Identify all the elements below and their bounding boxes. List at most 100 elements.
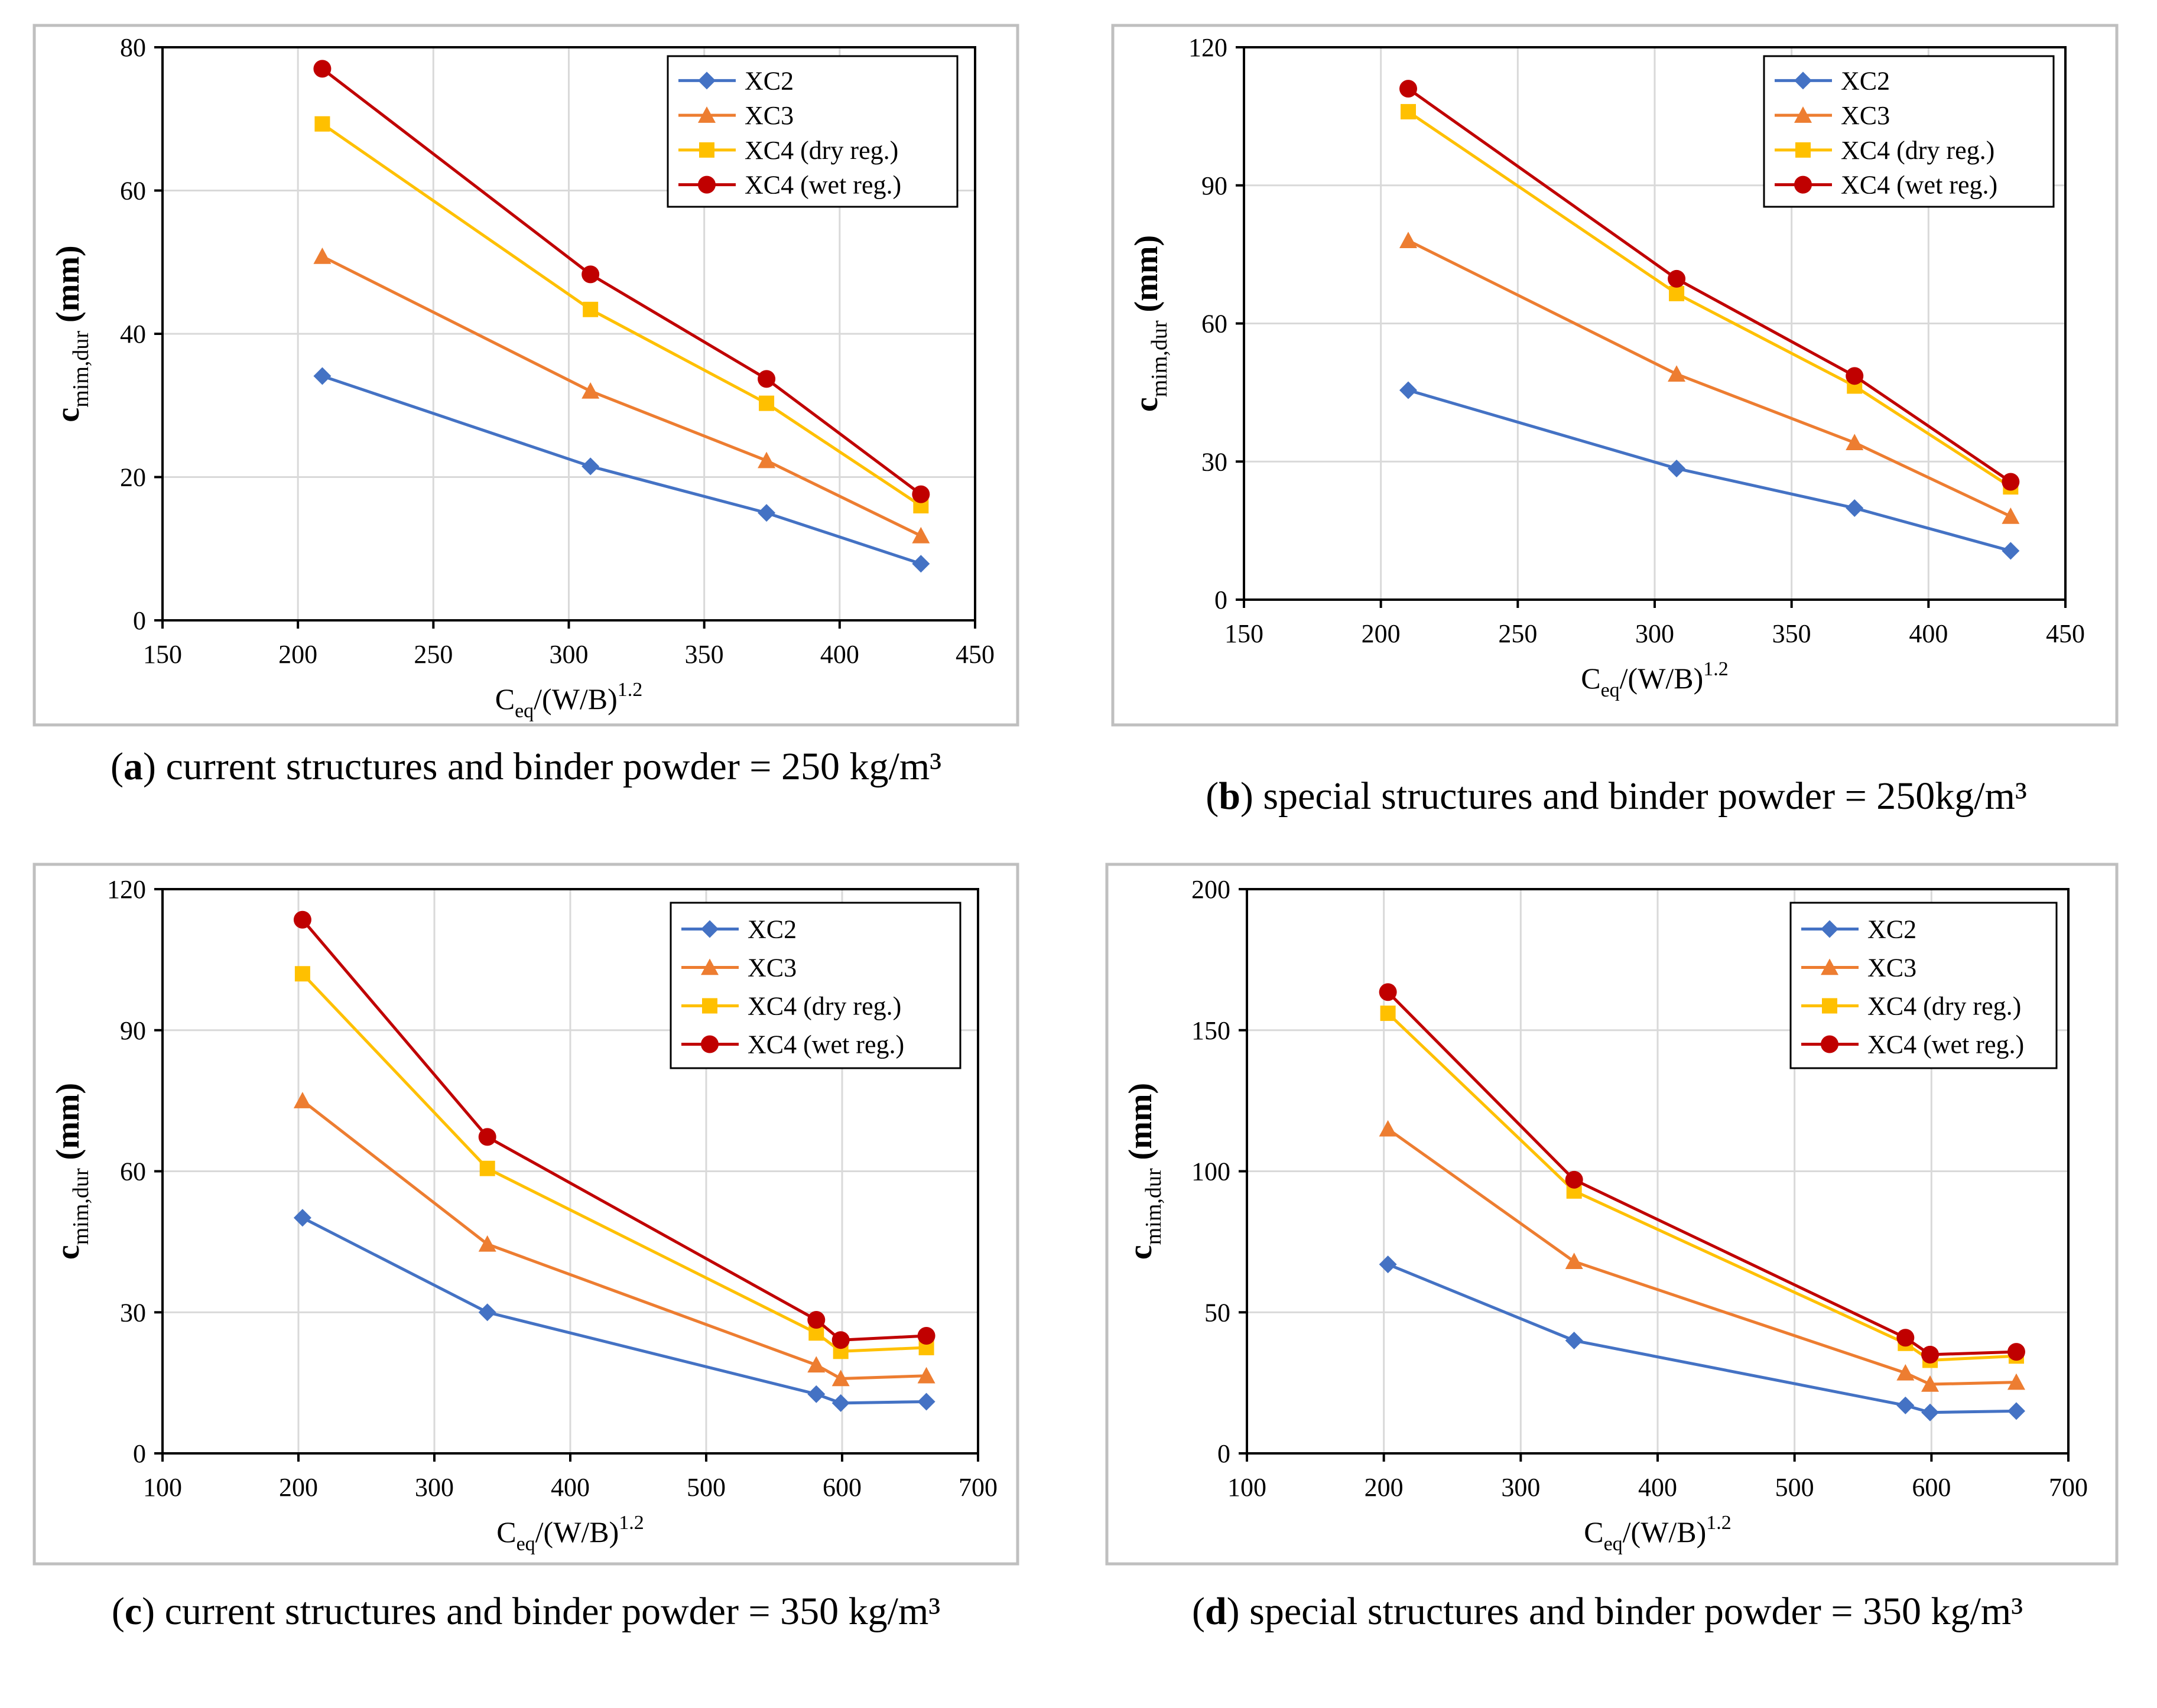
legend: XC2 XC3 XC4 (dry reg.) XC4 (wet reg.) [1763, 55, 2055, 208]
data-point-xc2 [313, 367, 332, 385]
x-tick-label: 400 [820, 640, 859, 669]
legend-marker-xc3 [698, 106, 716, 123]
data-point-xc4-wet-reg [1921, 1345, 1940, 1364]
y-tick-label: 0 [1217, 1439, 1230, 1468]
data-point-xc4-wet-reg [1846, 367, 1864, 385]
x-axis-label: Ceq/(W/B)1.2 [1584, 1512, 1732, 1555]
x-tick-label: 600 [823, 1473, 862, 1502]
data-point-xc3 [831, 1369, 850, 1387]
legend-label-xc2: XC2 [748, 915, 797, 944]
y-tick-label: 60 [120, 177, 146, 206]
chart-a: 150 200 250 300 350 400 450 0 20 40 60 80 Ceq/(W/B)1… [33, 24, 1019, 727]
series-xc2 [1379, 1255, 2025, 1421]
y-tick-label: 20 [120, 463, 146, 492]
legend-label-xc4-dry-reg: XC4 (dry reg.) [1867, 992, 2021, 1021]
data-point-xc4-wet-reg [293, 910, 311, 929]
y-tick-label: 80 [120, 33, 146, 62]
data-point-xc3 [917, 1367, 935, 1384]
caption-d-label: d [1204, 1590, 1227, 1633]
y-tick-label: 120 [107, 875, 146, 904]
caption-c: (c) current structures and binder powder… [111, 1590, 941, 1633]
data-point-xc3 [1896, 1364, 1915, 1381]
x-tick-label: 200 [279, 1473, 318, 1502]
data-point-xc3 [2002, 507, 2020, 524]
x-tick-label: 300 [1635, 619, 1674, 648]
caption-b-text: special structures and binder powder = 2… [1263, 775, 2027, 818]
legend-marker-xc3 [1821, 958, 1838, 975]
y-axis-label: cmim,dur (mm) [1128, 235, 1172, 412]
data-point-xc3 [912, 526, 930, 544]
data-point-xc4-wet-reg [807, 1310, 826, 1329]
data-point-xc4-wet-reg [478, 1128, 496, 1146]
y-tick-label: 0 [1214, 585, 1227, 614]
data-point-xc4-dry-reg [479, 1160, 495, 1176]
data-point-xc2 [917, 1393, 935, 1411]
legend-marker-xc4-dry-reg [699, 142, 714, 158]
data-point-xc3 [1379, 1120, 1397, 1137]
x-axis-label: Ceq/(W/B)1.2 [495, 679, 643, 722]
legend-label-xc4-wet-reg: XC4 (wet reg.) [745, 171, 901, 200]
data-point-xc4-wet-reg [1668, 269, 1686, 288]
data-point-xc4-wet-reg [582, 265, 600, 284]
data-point-xc3 [758, 451, 776, 469]
data-point-xc2 [2007, 1402, 2025, 1420]
x-tick-label: 400 [1909, 619, 1948, 648]
data-point-xc3 [293, 1092, 311, 1108]
x-tick-label: 400 [551, 1473, 590, 1502]
legend-label-xc4-dry-reg: XC4 (dry reg.) [1841, 136, 1994, 165]
x-tick-label: 250 [1498, 619, 1537, 648]
caption-d: (d) special structures and binder powder… [1191, 1590, 2023, 1633]
data-point-xc3 [313, 248, 332, 264]
x-tick-label: 300 [415, 1473, 454, 1502]
x-tick-label: 250 [414, 640, 453, 669]
data-point-xc3 [582, 382, 600, 399]
x-tick-label: 450 [2046, 619, 2085, 648]
x-tick-label: 150 [1224, 619, 1263, 648]
y-tick-label: 200 [1191, 875, 1230, 904]
x-tick-label: 700 [2049, 1473, 2088, 1502]
data-point-xc4-wet-reg [1399, 80, 1417, 98]
data-point-xc4-wet-reg [2002, 473, 2020, 491]
y-tick-label: 0 [133, 1439, 146, 1468]
x-tick-label: 100 [1227, 1473, 1266, 1502]
y-tick-label: 30 [1201, 447, 1227, 476]
legend-marker-xc4-wet-reg [701, 1035, 719, 1053]
chart-d-svg: 100 200 300 400 500 600 700 0 50 100 150 200 Ceq/(W/… [1105, 863, 2119, 1566]
legend-marker-xc2 [1821, 920, 1838, 938]
series-xc3 [1399, 232, 2020, 524]
data-point-xc2 [1379, 1255, 1397, 1274]
data-point-xc3 [807, 1356, 826, 1373]
legend-label-xc2: XC2 [1867, 915, 1916, 944]
data-point-xc4-dry-reg [759, 395, 775, 411]
data-point-xc2 [1846, 499, 1864, 517]
caption-c-text: current structures and binder powder = 3… [164, 1590, 941, 1633]
legend-marker-xc3 [701, 958, 719, 975]
data-point-xc2 [582, 457, 600, 476]
legend-label-xc3: XC3 [1867, 954, 1916, 982]
legend-marker-xc2 [701, 920, 719, 938]
data-point-xc2 [1896, 1396, 1915, 1414]
legend-label-xc4-wet-reg: XC4 (wet reg.) [1841, 171, 1997, 200]
legend-marker-xc2 [698, 71, 716, 90]
legend-label-xc4-wet-reg: XC4 (wet reg.) [1867, 1030, 2024, 1059]
y-tick-label: 40 [120, 320, 146, 349]
legend-marker-xc2 [1794, 71, 1812, 90]
data-point-xc2 [1399, 381, 1417, 399]
legend-marker-xc4-dry-reg [1822, 998, 1837, 1014]
series-line-xc4-wet-reg [1407, 87, 2012, 483]
data-point-xc3 [1565, 1252, 1583, 1270]
x-tick-label: 300 [1501, 1473, 1540, 1502]
caption-a: (a) current structures and binder powder… [111, 745, 941, 788]
caption-b-label: b [1219, 775, 1240, 818]
caption-b: (b) special structures and binder powder… [1206, 775, 2027, 818]
y-tick-label: 90 [120, 1016, 146, 1045]
legend-marker-xc4-dry-reg [1795, 142, 1811, 158]
legend-label-xc2: XC2 [745, 66, 794, 95]
data-point-xc2 [2002, 542, 2020, 560]
y-tick-label: 30 [120, 1298, 146, 1327]
data-point-xc4-dry-reg [314, 116, 330, 132]
x-axis-label: Ceq/(W/B)1.2 [1581, 658, 1729, 701]
series-line-xc2 [1408, 389, 2011, 552]
data-point-xc4-wet-reg [2007, 1343, 2025, 1361]
data-point-xc2 [807, 1385, 826, 1403]
